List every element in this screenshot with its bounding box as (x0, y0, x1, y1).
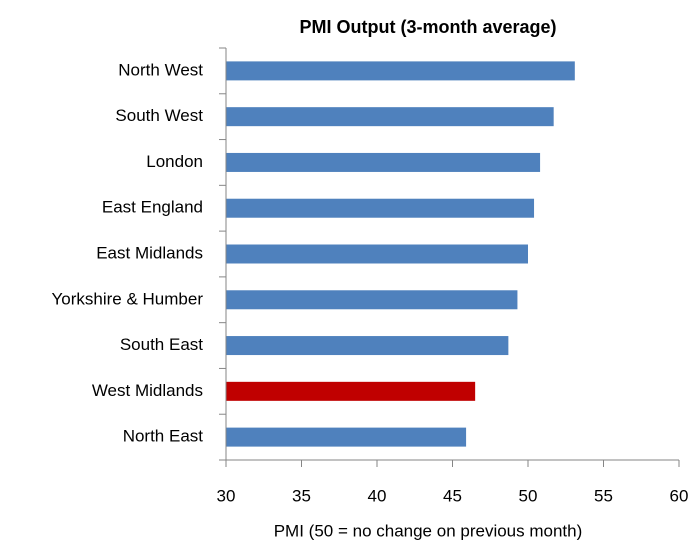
bar (226, 61, 575, 81)
y-tick-label: London (146, 152, 203, 171)
bar (226, 152, 541, 172)
y-tick-label: North West (118, 60, 203, 79)
bar (226, 336, 509, 356)
bar (226, 290, 518, 310)
x-tick-label: 40 (368, 486, 387, 505)
x-tick-label: 60 (670, 486, 689, 505)
x-tick-label: 30 (217, 486, 236, 505)
x-tick-label: 55 (594, 486, 613, 505)
y-tick-label: Yorkshire & Humber (52, 289, 204, 308)
bar (226, 198, 535, 218)
bar (226, 107, 554, 127)
x-axis-label: PMI (50 = no change on previous month) (274, 521, 583, 540)
x-tick-label: 35 (292, 486, 311, 505)
x-tick-label: 50 (519, 486, 538, 505)
bar (226, 244, 528, 264)
y-tick-label: North East (123, 427, 204, 446)
y-tick-label: East Midlands (96, 243, 203, 262)
bar (226, 427, 467, 447)
y-tick-label: South East (120, 335, 203, 354)
y-tick-label: South West (115, 106, 203, 125)
x-tick-label: 45 (443, 486, 462, 505)
chart-title: PMI Output (3-month average) (299, 17, 556, 37)
y-tick-label: West Midlands (92, 381, 203, 400)
bar (226, 381, 476, 401)
y-tick-label: East England (102, 198, 203, 217)
